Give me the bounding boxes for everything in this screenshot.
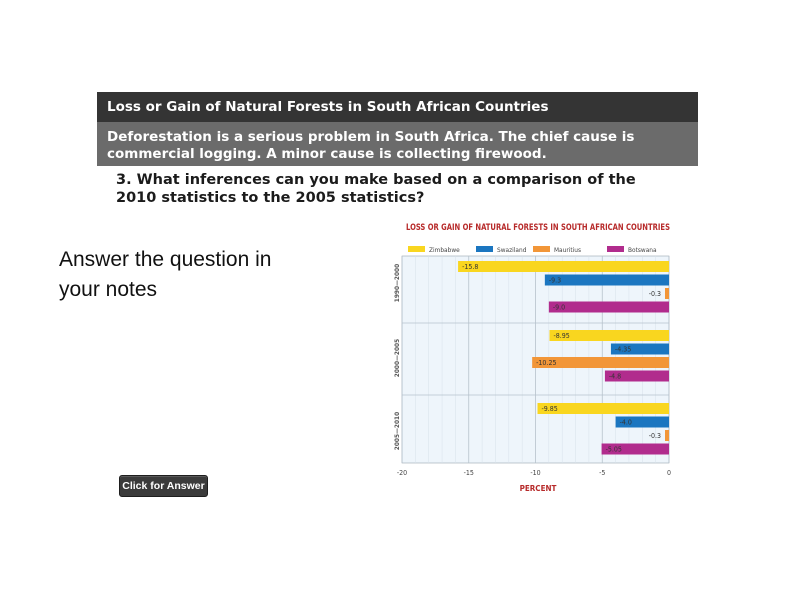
data-label-zimbabwe: -9.85 xyxy=(542,405,558,413)
category-label: 2000—2005 xyxy=(393,339,401,377)
bar-zimbabwe xyxy=(549,330,669,341)
bar-botswana xyxy=(601,443,669,455)
x-axis-label: PERCENT xyxy=(520,484,557,493)
banner-description: Deforestation is a serious problem in So… xyxy=(97,122,698,166)
chart-title: LOSS OR GAIN OF NATURAL FORESTS IN SOUTH… xyxy=(406,223,670,233)
data-label-swaziland: -4.35 xyxy=(615,346,631,354)
answer-prompt-line-2: your notes xyxy=(59,278,158,301)
legend-swatch-swaziland xyxy=(476,246,493,252)
data-label-swaziland: -4.0 xyxy=(620,419,632,427)
data-label-zimbabwe: -15.8 xyxy=(462,263,478,271)
x-tick-label: 0 xyxy=(667,469,671,477)
bar-swaziland xyxy=(544,274,669,286)
bar-zimbabwe xyxy=(458,261,669,272)
bar-botswana xyxy=(604,370,669,382)
question-text: 3. What inferences can you make based on… xyxy=(116,171,696,207)
data-label-mauritius: -0.3 xyxy=(649,290,661,298)
bar-swaziland xyxy=(615,416,669,428)
x-tick-label: -20 xyxy=(397,469,407,477)
x-tick-label: -10 xyxy=(530,469,540,477)
legend-swatch-zimbabwe xyxy=(408,246,425,252)
legend-swatch-botswana xyxy=(607,246,624,252)
bar-mauritius xyxy=(532,357,669,368)
legend-label-zimbabwe: Zimbabwe xyxy=(429,246,460,254)
legend-swatch-mauritius xyxy=(533,246,550,252)
legend-label-mauritius: Mauritius xyxy=(554,246,581,254)
legend-label-swaziland: Swaziland xyxy=(497,246,527,254)
answer-prompt: Answer the question in your notes xyxy=(59,245,349,305)
click-for-answer-button[interactable]: Click for Answer xyxy=(119,475,208,497)
banner-description-line-1: Deforestation is a serious problem in So… xyxy=(107,129,635,145)
forest-loss-chart: LOSS OR GAIN OF NATURAL FORESTS IN SOUTH… xyxy=(390,217,680,497)
question-line-2: 2010 statistics to the 2005 statistics? xyxy=(116,190,425,206)
legend-label-botswana: Botswana xyxy=(628,246,657,254)
question-line-1: 3. What inferences can you make based on… xyxy=(116,172,636,188)
data-label-botswana: -5.05 xyxy=(606,446,622,454)
category-label: 2005—2010 xyxy=(393,412,401,450)
bar-mauritius xyxy=(664,288,669,299)
bar-mauritius xyxy=(664,430,669,441)
banner-description-line-2: commercial logging. A minor cause is col… xyxy=(107,146,547,162)
x-tick-label: -5 xyxy=(599,469,605,477)
bar-zimbabwe xyxy=(537,403,669,414)
data-label-mauritius: -10.25 xyxy=(536,359,556,367)
data-label-zimbabwe: -8.95 xyxy=(554,332,570,340)
data-label-mauritius: -0.3 xyxy=(649,432,661,440)
data-label-botswana: -9.0 xyxy=(553,304,565,312)
banner-title: Loss or Gain of Natural Forests in South… xyxy=(97,92,698,122)
answer-prompt-line-1: Answer the question in xyxy=(59,248,272,271)
bar-botswana xyxy=(548,301,669,313)
data-label-swaziland: -9.3 xyxy=(549,277,561,285)
bar-swaziland xyxy=(610,343,669,355)
category-label: 1990—2000 xyxy=(393,264,401,302)
data-label-botswana: -4.8 xyxy=(609,373,621,381)
x-tick-label: -15 xyxy=(464,469,474,477)
forest-loss-chart-svg: LOSS OR GAIN OF NATURAL FORESTS IN SOUTH… xyxy=(393,223,671,493)
